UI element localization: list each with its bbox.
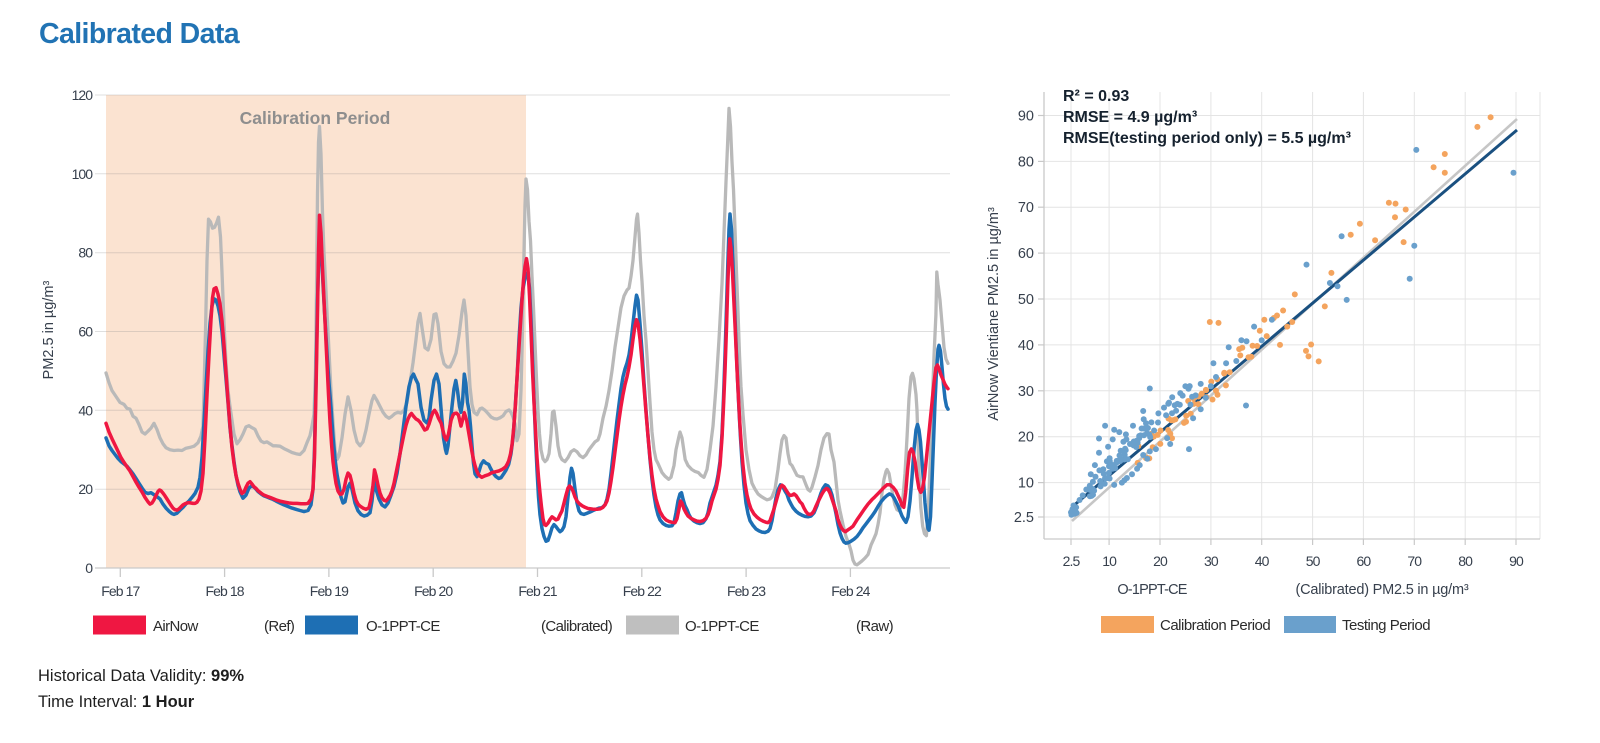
svg-text:Feb 19: Feb 19 bbox=[310, 583, 349, 599]
svg-text:Testing Period: Testing Period bbox=[1342, 617, 1430, 634]
svg-text:40: 40 bbox=[78, 402, 93, 418]
svg-text:60: 60 bbox=[1018, 246, 1034, 262]
svg-text:30: 30 bbox=[1204, 553, 1219, 569]
svg-text:O-1PPT-CE: O-1PPT-CE bbox=[1117, 582, 1187, 598]
svg-text:Feb 17: Feb 17 bbox=[101, 583, 140, 599]
svg-text:(Ref): (Ref) bbox=[264, 618, 295, 635]
svg-text:50: 50 bbox=[1018, 292, 1034, 308]
svg-text:80: 80 bbox=[78, 245, 93, 261]
svg-text:90: 90 bbox=[1509, 553, 1524, 569]
svg-text:Historical Data Validity: 99%: Historical Data Validity: 99% bbox=[38, 667, 244, 685]
svg-text:Calibrated Data: Calibrated Data bbox=[39, 18, 241, 50]
svg-text:30: 30 bbox=[1018, 384, 1034, 400]
svg-text:20: 20 bbox=[78, 481, 93, 497]
svg-text:10: 10 bbox=[1018, 476, 1034, 492]
svg-text:60: 60 bbox=[1357, 553, 1372, 569]
svg-text:100: 100 bbox=[72, 166, 94, 182]
svg-text:0: 0 bbox=[85, 560, 93, 576]
svg-text:2.5: 2.5 bbox=[1014, 510, 1034, 526]
svg-text:70: 70 bbox=[1018, 200, 1034, 216]
svg-text:60: 60 bbox=[78, 324, 93, 340]
svg-text:20: 20 bbox=[1153, 553, 1168, 569]
svg-text:Calibration Period: Calibration Period bbox=[1160, 617, 1270, 634]
svg-text:120: 120 bbox=[72, 87, 94, 103]
svg-text:Feb 24: Feb 24 bbox=[831, 583, 870, 599]
svg-text:80: 80 bbox=[1018, 154, 1034, 170]
svg-text:80: 80 bbox=[1458, 553, 1473, 569]
svg-text:70: 70 bbox=[1407, 553, 1422, 569]
svg-text:90: 90 bbox=[1018, 109, 1034, 125]
svg-text:R² = 0.93: R² = 0.93 bbox=[1063, 88, 1129, 105]
svg-text:50: 50 bbox=[1306, 553, 1321, 569]
svg-text:40: 40 bbox=[1255, 553, 1270, 569]
svg-text:Time Interval: 1 Hour: Time Interval: 1 Hour bbox=[38, 693, 195, 711]
svg-text:AirNow: AirNow bbox=[153, 618, 199, 635]
svg-text:Feb 23: Feb 23 bbox=[727, 583, 766, 599]
svg-text:20: 20 bbox=[1018, 430, 1034, 446]
svg-text:PM2.5 in µg/m³: PM2.5 in µg/m³ bbox=[41, 281, 57, 380]
svg-text:RMSE = 4.9 µg/m³: RMSE = 4.9 µg/m³ bbox=[1063, 109, 1197, 126]
svg-text:(Calibrated) PM2.5 in µg/m³: (Calibrated) PM2.5 in µg/m³ bbox=[1296, 582, 1469, 598]
svg-text:Feb 20: Feb 20 bbox=[414, 583, 453, 599]
svg-text:AirNow Vientiane PM2.5 in µg/m: AirNow Vientiane PM2.5 in µg/m³ bbox=[986, 207, 1002, 421]
svg-text:Feb 21: Feb 21 bbox=[518, 583, 557, 599]
svg-text:(Calibrated): (Calibrated) bbox=[541, 618, 613, 635]
svg-text:(Raw): (Raw) bbox=[856, 618, 894, 635]
svg-text:Feb 18: Feb 18 bbox=[206, 583, 245, 599]
svg-text:RMSE(testing period only) = 5.: RMSE(testing period only) = 5.5 µg/m³ bbox=[1063, 130, 1351, 147]
svg-text:2.5: 2.5 bbox=[1063, 553, 1081, 569]
svg-text:Feb 22: Feb 22 bbox=[623, 583, 662, 599]
svg-text:40: 40 bbox=[1018, 338, 1034, 354]
svg-text:O-1PPT-CE: O-1PPT-CE bbox=[366, 618, 440, 635]
svg-text:Calibration Period: Calibration Period bbox=[240, 108, 391, 128]
svg-text:O-1PPT-CE: O-1PPT-CE bbox=[685, 618, 759, 635]
svg-text:10: 10 bbox=[1102, 553, 1117, 569]
